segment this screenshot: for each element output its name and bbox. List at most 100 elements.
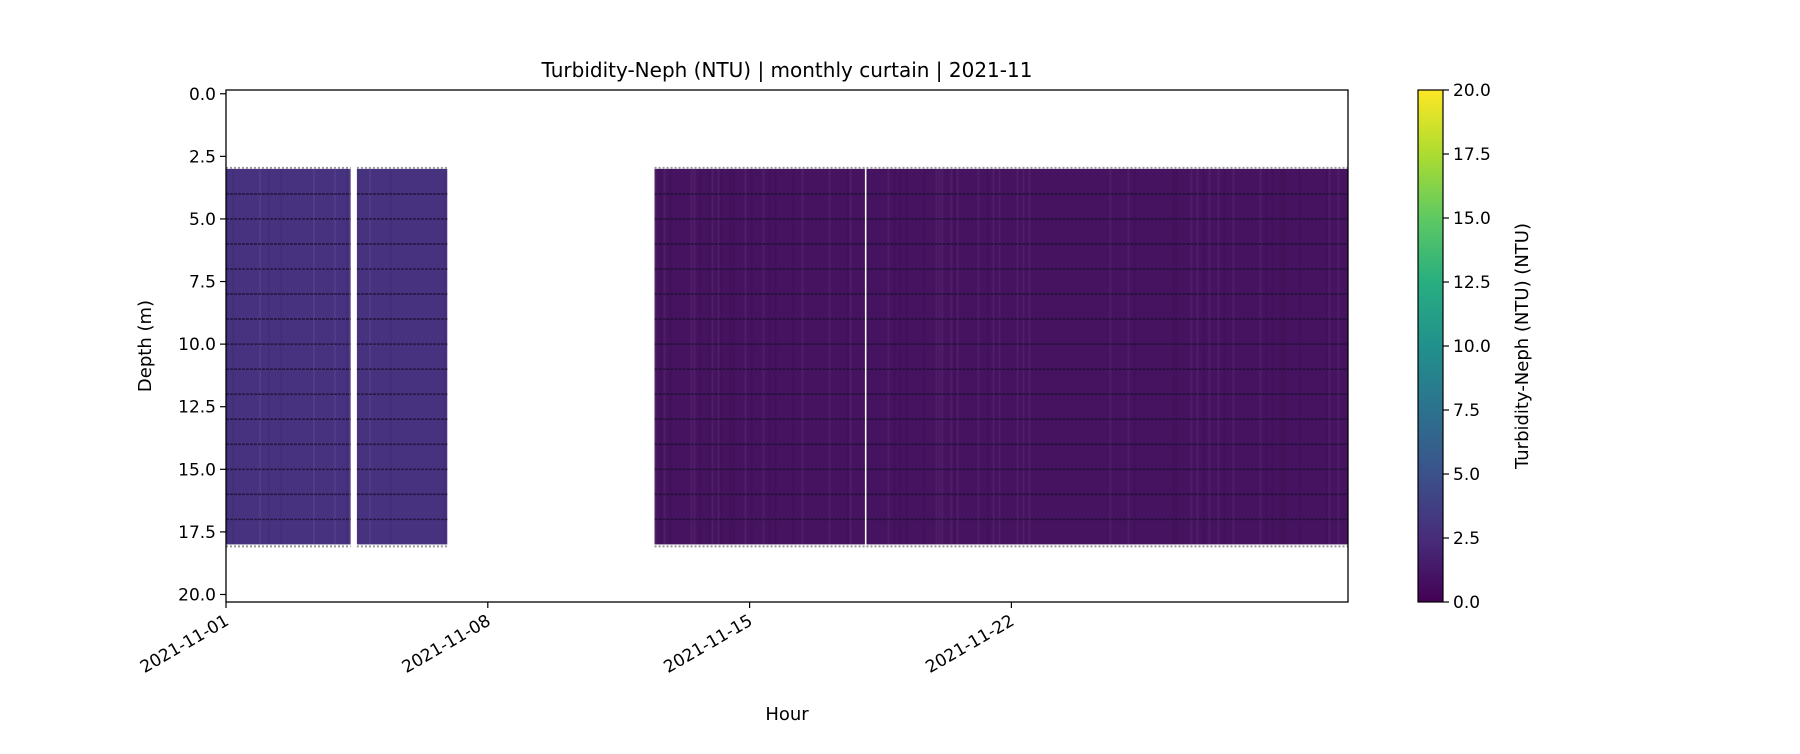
- texture-stripe: [729, 168, 732, 545]
- colorbar-ticks: 0.0 2.5 5.0 7.5 10.0 12.5 15.0 17.5 20.0: [1443, 81, 1491, 613]
- texture-stripe: [762, 168, 765, 545]
- texture-stripe: [1337, 168, 1340, 545]
- colorbar-tick-label: 15.0: [1453, 209, 1491, 229]
- texture-stripe: [268, 168, 270, 545]
- texture-stripe: [923, 168, 926, 545]
- colorbar: [1417, 89, 1444, 603]
- y-tick-label: 12.5: [178, 398, 216, 418]
- texture-stripe: [953, 168, 956, 545]
- y-tick-label: 7.5: [189, 273, 216, 293]
- texture-stripe: [887, 168, 890, 545]
- chart-title: Turbidity-Neph (NTU) | monthly curtain |…: [541, 58, 1033, 82]
- texture-stripe: [1298, 168, 1301, 545]
- texture-stripe: [905, 168, 908, 545]
- texture-stripe: [801, 168, 804, 545]
- texture-stripe: [720, 168, 723, 545]
- texture-stripe: [708, 168, 711, 545]
- texture-stripe: [1202, 168, 1205, 545]
- texture-stripe: [866, 168, 869, 545]
- texture-stripe: [774, 168, 777, 545]
- texture-stripe: [1325, 168, 1328, 545]
- texture-stripe: [389, 168, 392, 545]
- colorbar-label: Turbidity-Neph (NTU) (NTU): [1512, 223, 1533, 470]
- texture-stripe: [1190, 168, 1193, 545]
- texture-stripe: [956, 168, 959, 545]
- texture-stripe: [660, 168, 663, 545]
- texture-stripe: [693, 168, 696, 545]
- texture-stripe: [1259, 168, 1262, 545]
- texture-stripe: [849, 168, 852, 545]
- texture-stripe: [732, 168, 735, 545]
- texture-stripe: [1271, 168, 1274, 545]
- texture-stripe: [986, 168, 989, 545]
- texture-stripe: [349, 168, 351, 545]
- texture-stripe: [935, 168, 938, 545]
- texture-stripe: [346, 168, 348, 545]
- texture-stripe: [690, 168, 693, 545]
- colorbar-tick-label: 17.5: [1453, 145, 1491, 165]
- x-tick-label: 2021-11-15: [661, 611, 757, 678]
- x-tick-label: 2021-11-22: [922, 611, 1018, 678]
- texture-stripe: [1208, 168, 1211, 545]
- y-tick-label: 15.0: [178, 460, 216, 480]
- y-tick-label: 17.5: [178, 523, 216, 543]
- texture-stripe: [1172, 168, 1175, 545]
- texture-stripe: [1133, 168, 1136, 545]
- texture-stripe: [1175, 168, 1178, 545]
- texture-stripe: [1127, 168, 1130, 545]
- texture-stripe: [950, 168, 953, 545]
- texture-stripe: [1016, 168, 1019, 545]
- texture-stripe: [1109, 168, 1112, 545]
- texture-stripe: [992, 168, 995, 545]
- texture-stripe: [744, 168, 747, 545]
- texture-stripe: [717, 168, 720, 545]
- texture-stripe: [1232, 168, 1235, 545]
- texture-stripe: [1196, 168, 1199, 545]
- colorbar-tick-label: 12.5: [1453, 273, 1491, 293]
- y-tick-label: 5.0: [189, 210, 216, 230]
- texture-stripe: [1265, 168, 1268, 545]
- texture-stripe: [663, 168, 666, 545]
- texture-stripe: [750, 168, 753, 545]
- texture-stripe: [446, 168, 449, 545]
- x-axis: 2021-11-01 2021-11-08 2021-11-15 2021-11-22: [137, 602, 1018, 678]
- x-tick-label: 2021-11-08: [399, 611, 495, 678]
- texture-stripe: [893, 168, 896, 545]
- texture-stripe: [711, 168, 714, 545]
- colorbar-tick-label: 20.0: [1453, 81, 1491, 101]
- data-segment-2: [654, 168, 865, 545]
- texture-stripe: [669, 168, 672, 545]
- texture-stripe: [792, 168, 795, 545]
- texture-stripe: [280, 168, 282, 545]
- texture-stripe: [828, 168, 831, 545]
- texture-stripe: [699, 168, 702, 545]
- x-axis-label: Hour: [765, 704, 809, 725]
- colorbar-tick-label: 2.5: [1453, 529, 1480, 549]
- texture-stripe: [864, 168, 867, 545]
- texture-stripe: [259, 168, 261, 545]
- texture-stripe: [232, 168, 234, 545]
- texture-stripe: [998, 168, 1001, 545]
- plot-area: [226, 166, 1348, 548]
- texture-stripe: [1280, 168, 1283, 545]
- data-segment-3: [866, 168, 1348, 545]
- y-axis: 0.0 2.5 5.0 7.5 10.0 12.5 15.0 17.5 20.0: [178, 85, 226, 605]
- colorbar-tick-label: 0.0: [1453, 593, 1480, 613]
- colorbar-tick-label: 5.0: [1453, 465, 1480, 485]
- colorbar-tick-label: 10.0: [1453, 337, 1491, 357]
- x-tick-label: 2021-11-01: [137, 611, 233, 678]
- texture-stripe: [1028, 168, 1031, 545]
- texture-stripe: [1217, 168, 1220, 545]
- texture-stripe: [899, 168, 902, 545]
- axes-frame: [225, 89, 1349, 603]
- texture-stripe: [334, 168, 336, 545]
- y-tick-label: 2.5: [189, 147, 216, 167]
- texture-stripe: [941, 168, 944, 545]
- texture-stripe: [938, 168, 941, 545]
- texture-stripe: [226, 168, 228, 545]
- texture-stripe: [1283, 168, 1286, 545]
- texture-stripe: [443, 168, 446, 545]
- texture-stripe: [368, 168, 371, 545]
- colorbar-tick-label: 7.5: [1453, 401, 1480, 421]
- y-tick-label: 20.0: [178, 585, 216, 605]
